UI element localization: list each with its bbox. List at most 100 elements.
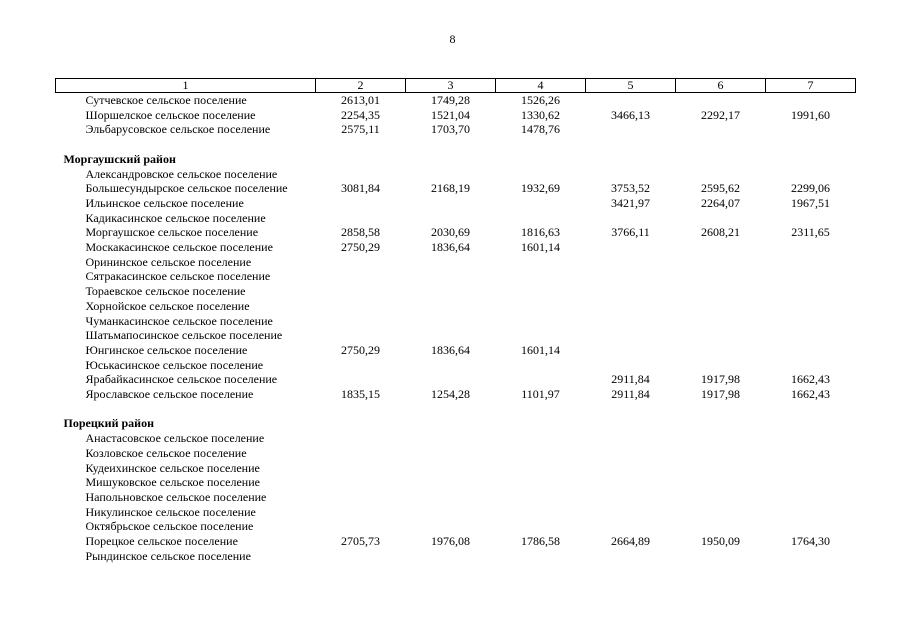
value-cell	[676, 461, 766, 476]
settlement-row: Тораевское сельское поселение	[56, 284, 856, 299]
value-cell	[676, 505, 766, 520]
value-cell	[316, 269, 406, 284]
value-cell	[676, 446, 766, 461]
value-cell	[676, 358, 766, 373]
value-cell: 2608,21	[701, 225, 740, 240]
page-number: 8	[449, 32, 456, 46]
value-cell: 2858,58	[341, 225, 380, 240]
value-cell	[496, 284, 586, 299]
value-cell	[496, 475, 586, 490]
value-cell	[496, 269, 586, 284]
settlement-name-cell: Большесундырское сельское поселение	[85, 181, 288, 196]
value-cell: 3466,13	[611, 107, 650, 122]
settlement-name-cell: Шатьмапосинское сельское поселение	[85, 328, 283, 343]
value-cell	[496, 211, 586, 226]
settlement-name-cell: Чуманкасинское сельское поселение	[85, 313, 273, 328]
value-cell	[496, 255, 586, 270]
value-cell	[766, 284, 856, 299]
settlement-row: Хорнойское сельское поселение	[56, 299, 856, 314]
value-cell	[406, 167, 496, 182]
district-name-cell: Порецкий район	[63, 416, 155, 431]
value-cell: 3421,97	[611, 195, 650, 210]
value-cell	[766, 416, 856, 431]
settlement-row: Шоршелское сельское поселение 2254,35 1521…	[56, 108, 856, 123]
value-cell	[316, 431, 406, 446]
value-cell	[766, 240, 856, 255]
settlement-row: Кудеихинское сельское поселение	[56, 461, 856, 476]
value-cell	[766, 475, 856, 490]
value-cell	[766, 549, 856, 564]
settlement-row: Порецкое сельское поселение 2705,73 1976,0…	[56, 534, 856, 549]
settlement-row: Александровское сельское поселение	[56, 167, 856, 182]
value-cell	[496, 196, 586, 211]
value-cell: 1601,14	[521, 240, 560, 255]
value-cell	[496, 461, 586, 476]
value-cell	[406, 446, 496, 461]
value-cell: 2030,69	[431, 225, 470, 240]
value-cell	[676, 211, 766, 226]
value-cell	[496, 505, 586, 520]
value-cell	[406, 299, 496, 314]
value-cell: 1478,76	[521, 122, 560, 137]
value-cell	[676, 328, 766, 343]
value-cell: 1835,15	[341, 387, 380, 402]
value-cell	[766, 211, 856, 226]
settlement-row: Октябрьское сельское поселение	[56, 519, 856, 534]
spacer-row	[56, 137, 856, 152]
value-cell	[406, 269, 496, 284]
value-cell	[676, 343, 766, 358]
value-cell	[766, 152, 856, 167]
value-cell	[406, 490, 496, 505]
value-cell	[316, 461, 406, 476]
value-cell	[676, 431, 766, 446]
value-cell	[586, 549, 676, 564]
settlement-name-cell: Рындинское сельское поселение	[85, 548, 251, 563]
settlement-row: Моргаушское сельское поселение 2858,58 203…	[56, 225, 856, 240]
settlement-name-cell: Октябрьское сельское поселение	[85, 519, 254, 534]
settlement-name-cell: Сятракасинское сельское поселение	[85, 269, 271, 284]
value-cell	[496, 549, 586, 564]
settlement-row: Юськасинское сельское поселение	[56, 358, 856, 373]
settlement-row: Ярославское сельское поселение 1835,15 125…	[56, 387, 856, 402]
value-cell	[766, 299, 856, 314]
value-cell	[586, 167, 676, 182]
value-cell	[496, 416, 586, 431]
value-cell: 3753,52	[611, 181, 650, 196]
settlement-row: Никулинское сельское поселение	[56, 505, 856, 520]
value-cell	[406, 211, 496, 226]
spacer-cell	[56, 402, 856, 417]
settlement-name-cell: Кудеихинское сельское поселение	[85, 460, 260, 475]
value-cell: 1976,08	[431, 534, 470, 549]
value-cell	[496, 431, 586, 446]
value-cell	[406, 372, 496, 387]
value-cell	[316, 255, 406, 270]
column-number-header: 4	[495, 78, 586, 93]
settlement-name-cell: Тораевское сельское поселение	[85, 284, 246, 299]
value-cell	[406, 255, 496, 270]
value-cell: 2168,19	[431, 181, 470, 196]
value-cell: 2299,06	[791, 181, 830, 196]
settlement-row: Анастасовское сельское поселение	[56, 431, 856, 446]
value-cell: 2292,17	[701, 107, 740, 122]
value-cell	[586, 519, 676, 534]
value-cell	[316, 284, 406, 299]
value-cell	[766, 122, 856, 137]
table-body: Сутчевское сельское поселение 2613,01 1749…	[56, 93, 856, 564]
value-cell	[676, 240, 766, 255]
value-cell	[496, 314, 586, 329]
value-cell: 2613,01	[341, 93, 380, 107]
value-cell: 2705,73	[341, 534, 380, 549]
value-cell	[496, 299, 586, 314]
settlement-name-cell: Москакасинское сельское поселение	[85, 240, 273, 255]
value-cell	[676, 167, 766, 182]
value-cell	[316, 505, 406, 520]
value-cell	[676, 416, 766, 431]
value-cell	[586, 255, 676, 270]
value-cell: 2664,89	[611, 534, 650, 549]
value-cell: 1786,58	[521, 534, 560, 549]
spacer-row	[56, 402, 856, 417]
value-cell	[586, 240, 676, 255]
value-cell: 1749,28	[431, 93, 470, 107]
settlement-name-cell: Сутчевское сельское поселение	[85, 93, 247, 107]
value-cell	[406, 196, 496, 211]
